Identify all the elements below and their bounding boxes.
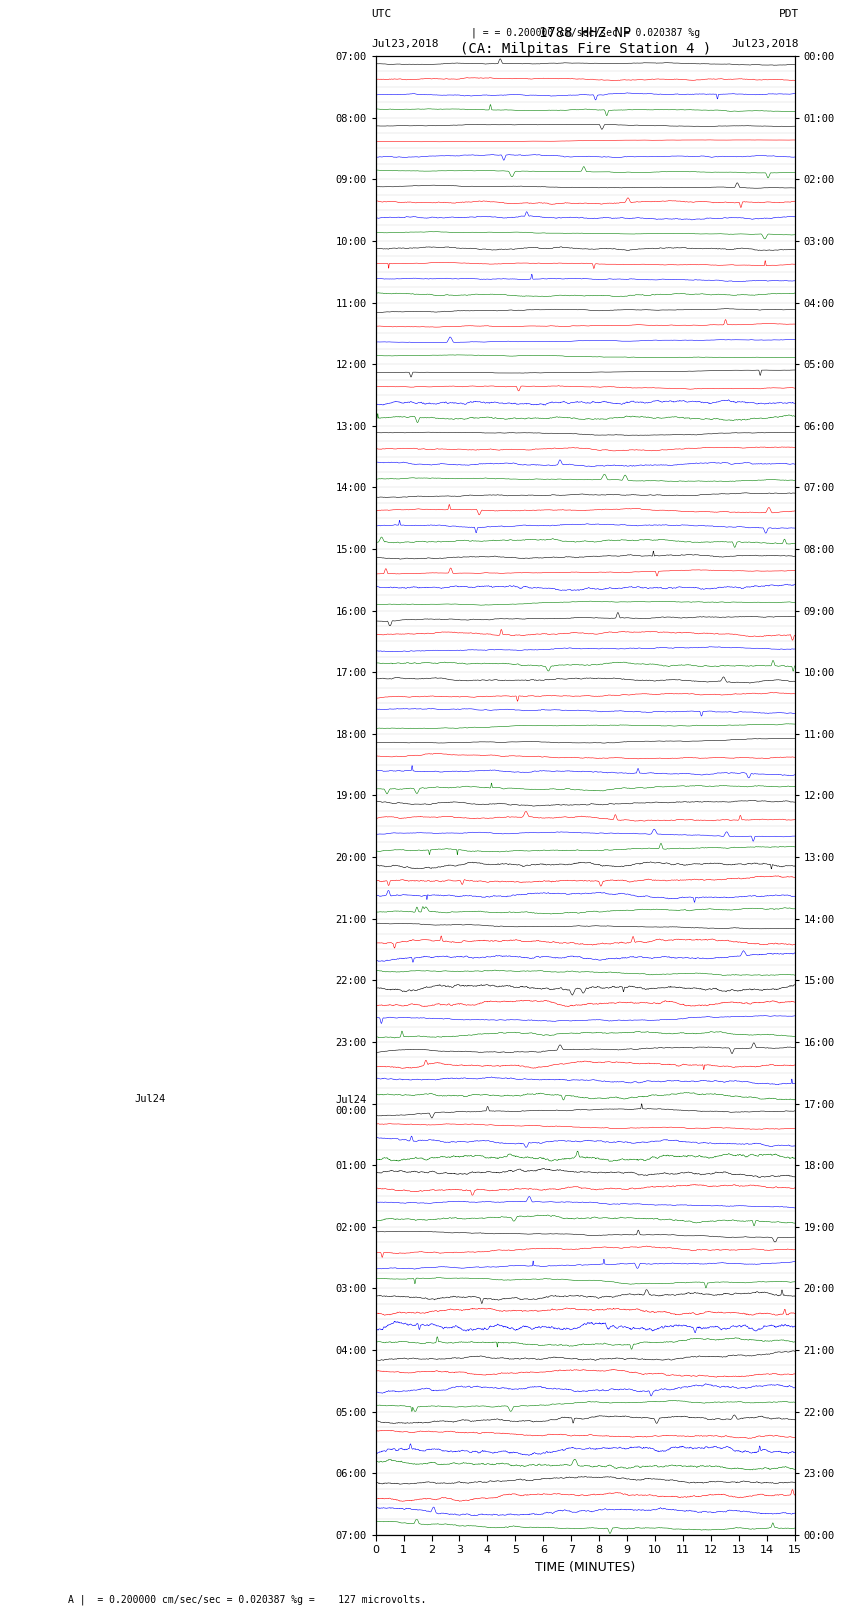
- Text: | = = 0.200000 cm/sec/sec = 0.020387 %g: | = = 0.200000 cm/sec/sec = 0.020387 %g: [471, 27, 700, 39]
- Text: Jul24: Jul24: [135, 1094, 166, 1103]
- Text: Jul23,2018: Jul23,2018: [731, 39, 799, 48]
- X-axis label: TIME (MINUTES): TIME (MINUTES): [535, 1561, 635, 1574]
- Text: Jul23,2018: Jul23,2018: [371, 39, 439, 48]
- Text: PDT: PDT: [779, 10, 799, 19]
- Title: 1788 HHZ NP
(CA: Milpitas Fire Station 4 ): 1788 HHZ NP (CA: Milpitas Fire Station 4…: [460, 26, 711, 56]
- Text: A |  = 0.200000 cm/sec/sec = 0.020387 %g =    127 microvolts.: A | = 0.200000 cm/sec/sec = 0.020387 %g …: [68, 1594, 427, 1605]
- Text: UTC: UTC: [371, 10, 392, 19]
